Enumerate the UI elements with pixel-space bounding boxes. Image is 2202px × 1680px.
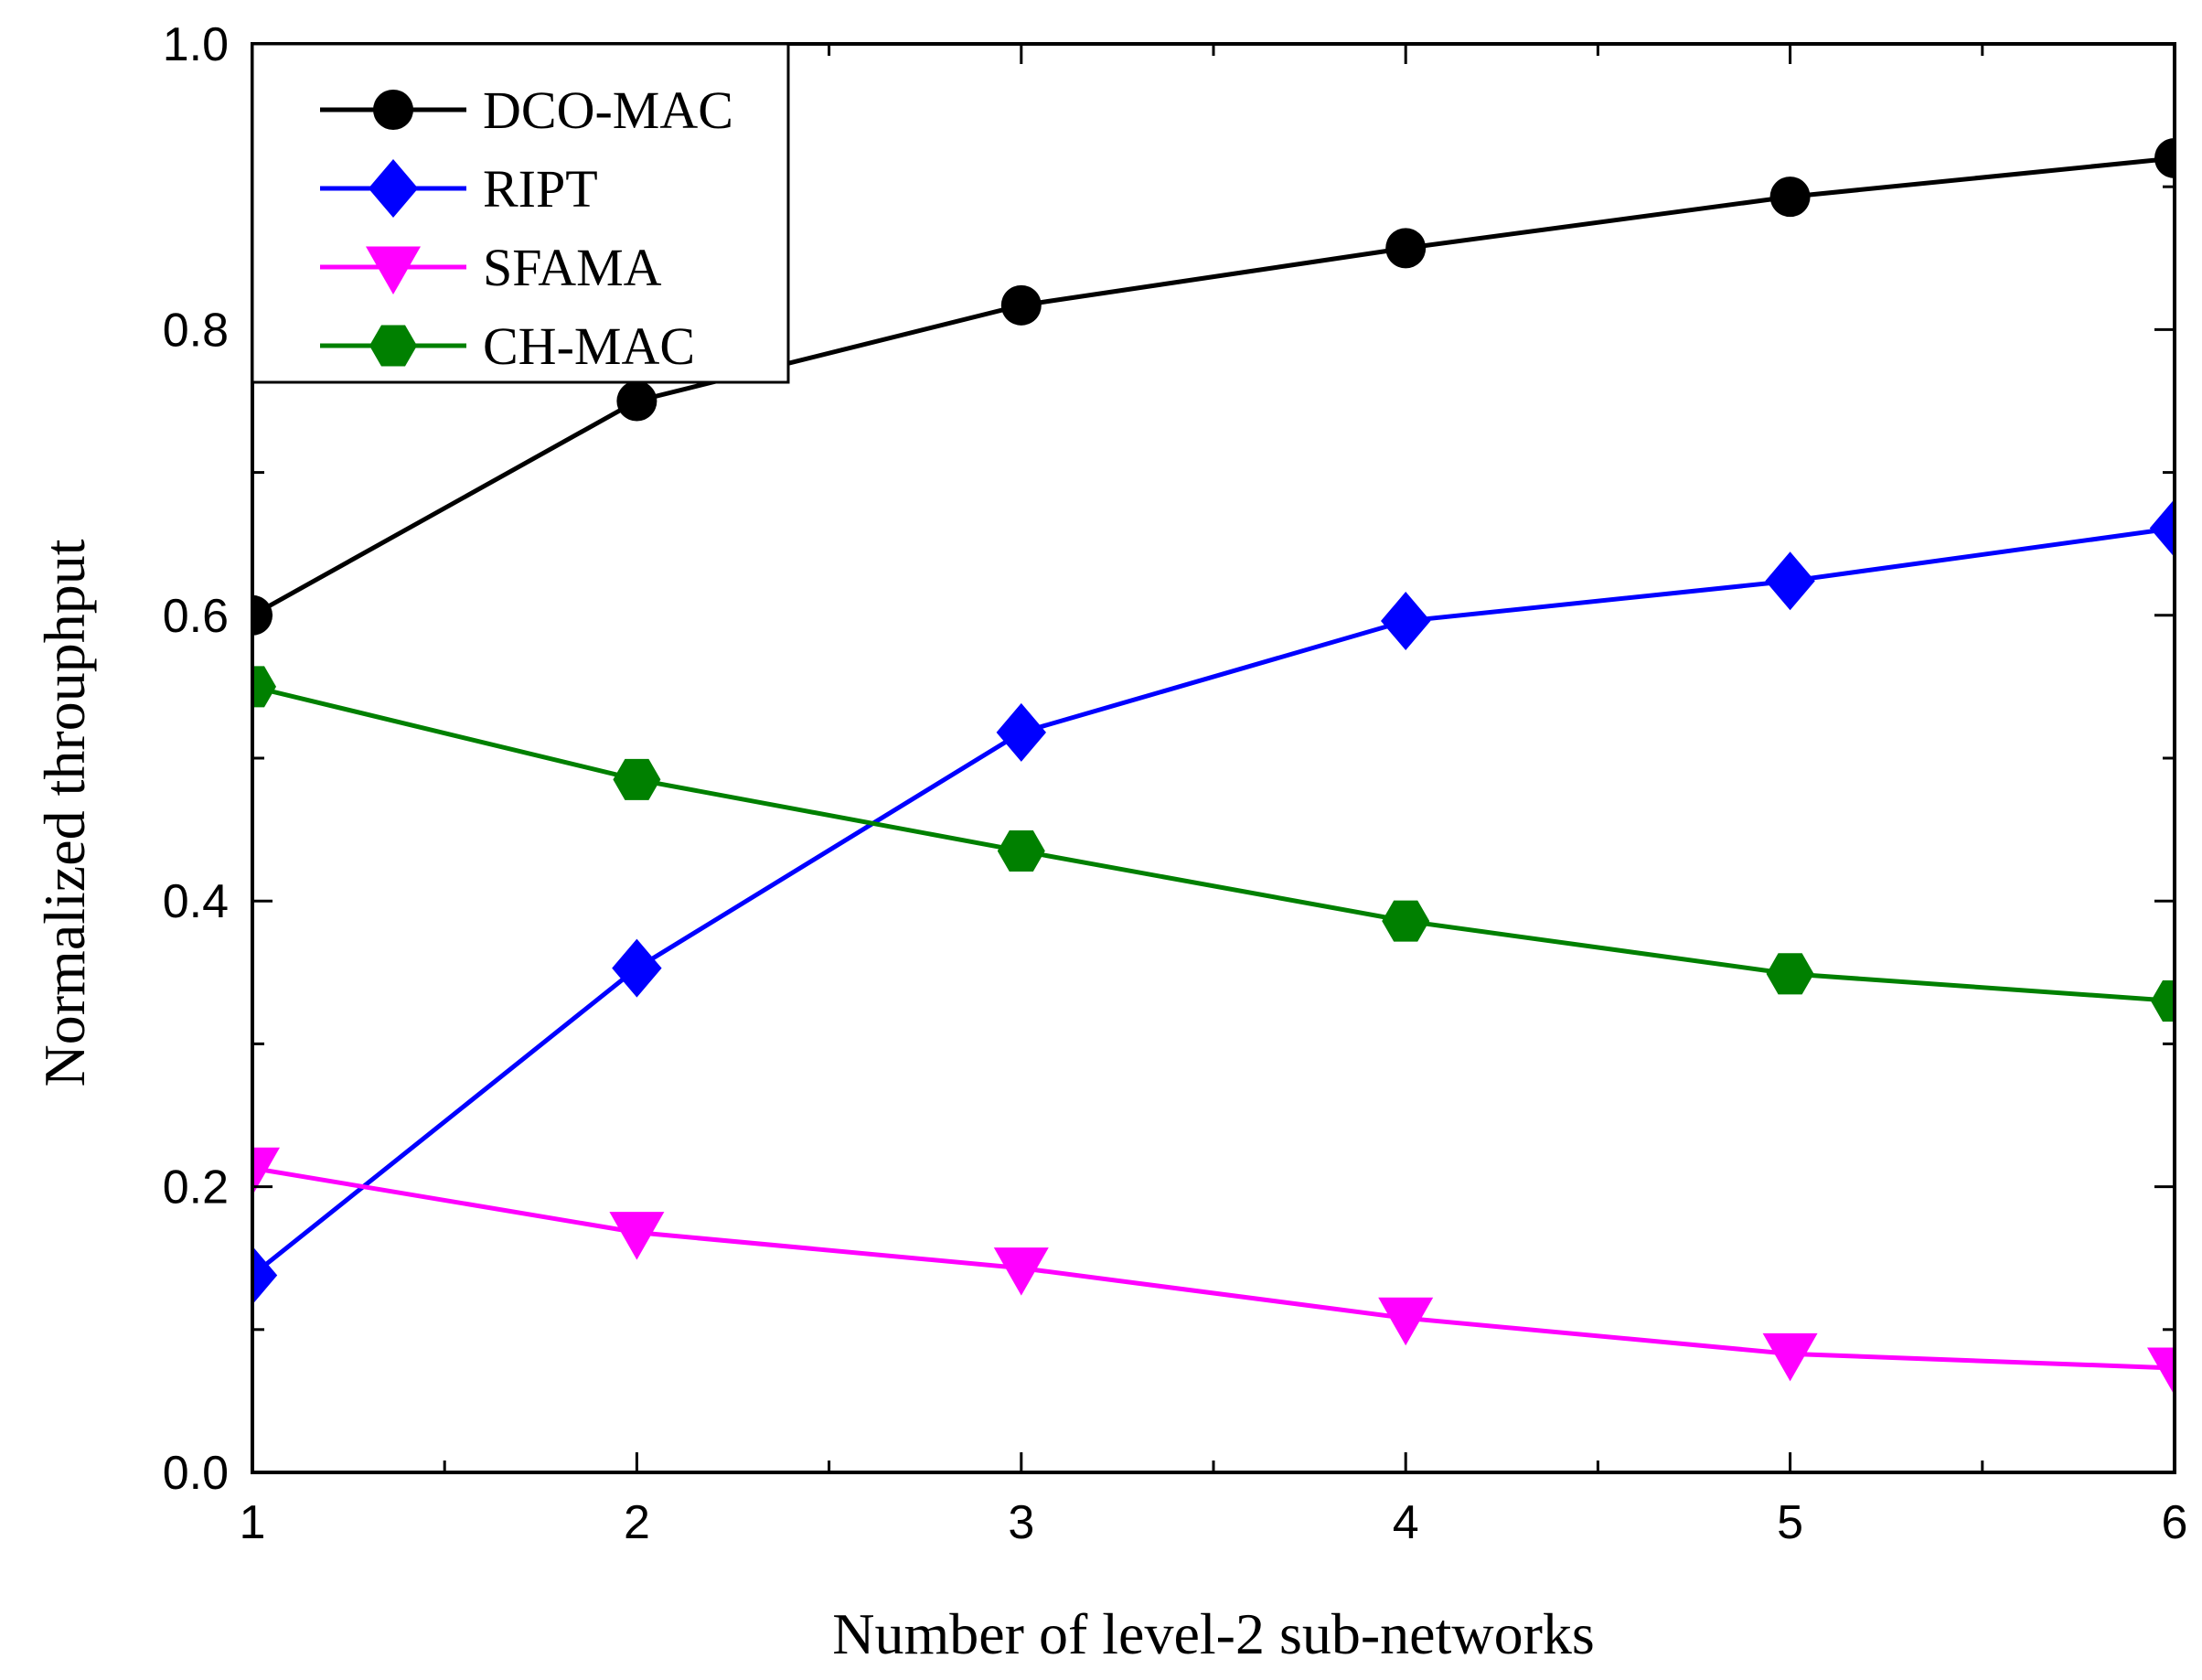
data-point-sfama	[1762, 1332, 1818, 1382]
data-point-sfama	[993, 1247, 1049, 1296]
y-tick-label: 0.2	[163, 1161, 229, 1215]
data-point-ript	[2149, 498, 2175, 558]
series-markers	[252, 137, 2175, 1396]
legend-label: RIPT	[483, 159, 598, 219]
data-point-ript	[1765, 551, 1815, 611]
data-point-ript	[612, 938, 662, 998]
data-point-ript	[996, 702, 1046, 762]
legend-label: DCO-MAC	[483, 80, 733, 140]
legend: DCO-MAC RIPT SFAMA CH-MAC	[251, 42, 790, 384]
data-point-dco-mac	[2154, 137, 2175, 178]
y-axis-title: Normalized throuphput	[32, 539, 97, 1086]
y-tick-label: 1.0	[163, 18, 229, 71]
data-point-ch-mac	[2151, 980, 2175, 1022]
y-tick-label: 0.8	[163, 304, 229, 357]
series-lines	[252, 155, 2175, 1371]
data-point-dco-mac	[616, 380, 657, 422]
legend-item-sfama: SFAMA	[320, 238, 662, 297]
data-point-sfama	[1378, 1297, 1434, 1346]
series-line-dco-mac	[252, 155, 2175, 617]
y-tick-label: 0.4	[163, 875, 229, 928]
data-point-dco-mac	[1769, 177, 1811, 218]
axis-tick-labels: 1 2 3 4 5 6 0.0 0.2 0.4 0.6 0.8 1.0	[163, 18, 2188, 1549]
legend-item-ript: RIPT	[320, 159, 598, 219]
data-point-sfama	[2147, 1347, 2175, 1396]
legend-item-dco-mac: DCO-MAC	[320, 80, 733, 140]
legend-label: CH-MAC	[483, 316, 695, 376]
data-point-ch-mac	[252, 666, 276, 708]
series-line-ript	[252, 526, 2175, 1278]
data-point-ript	[1381, 592, 1431, 651]
x-tick-label: 5	[1777, 1496, 1803, 1549]
x-axis-title: Number of level-2 sub-networks	[832, 1601, 1595, 1666]
legend-swatch-marker	[373, 90, 413, 130]
x-tick-label: 1	[240, 1496, 266, 1549]
legend-box	[251, 42, 790, 384]
legend-swatch-marker	[369, 325, 417, 367]
legend-label: SFAMA	[483, 238, 662, 297]
legend-item-ch-mac: CH-MAC	[320, 316, 695, 376]
data-point-sfama	[252, 1147, 280, 1196]
y-tick-label: 0.0	[163, 1447, 229, 1500]
data-point-dco-mac	[1000, 284, 1042, 326]
x-tick-label: 4	[1393, 1496, 1419, 1549]
legend-swatch-marker	[366, 246, 421, 294]
x-tick-label: 2	[624, 1496, 650, 1549]
data-point-dco-mac	[1385, 228, 1427, 269]
data-point-ch-mac	[613, 758, 661, 800]
x-tick-label: 3	[1008, 1496, 1034, 1549]
data-point-sfama	[609, 1212, 665, 1260]
y-tick-label: 0.6	[163, 590, 229, 643]
data-point-ch-mac	[1766, 953, 1814, 995]
series-line-sfama	[252, 1165, 2175, 1371]
data-point-ript	[252, 1246, 278, 1305]
series-line-ch-mac	[252, 684, 2175, 1004]
legend-swatch-marker	[368, 159, 419, 218]
x-tick-label: 6	[2162, 1496, 2188, 1549]
data-point-ch-mac	[997, 830, 1045, 872]
data-point-ch-mac	[1382, 900, 1430, 942]
